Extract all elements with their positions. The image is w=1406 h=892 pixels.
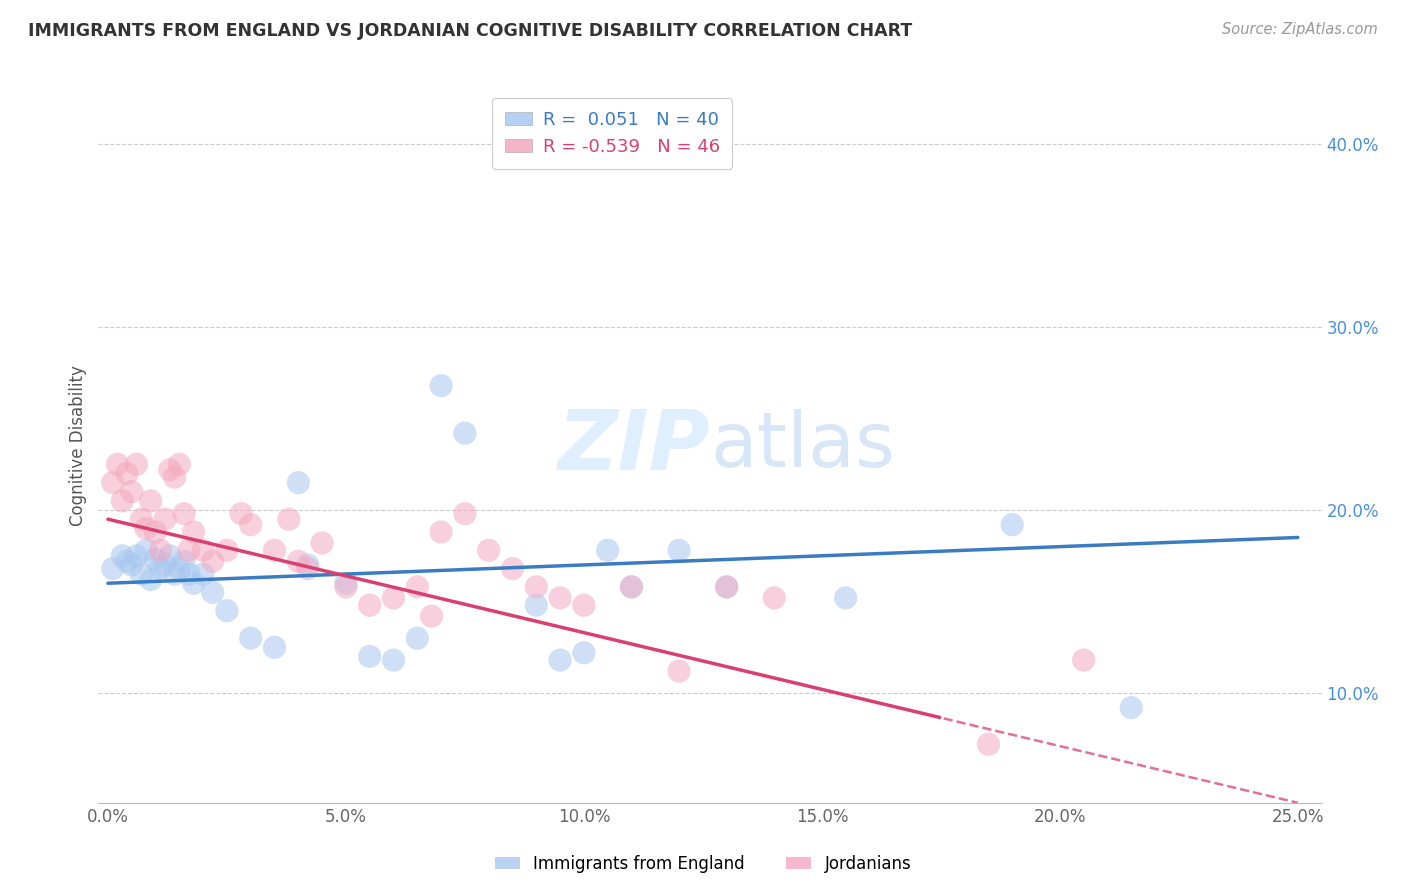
Point — [359, 598, 381, 612]
Point — [183, 576, 205, 591]
Point — [115, 467, 138, 481]
Point — [163, 470, 186, 484]
Point — [524, 580, 547, 594]
Point — [111, 549, 134, 563]
Point — [548, 591, 571, 605]
Point — [977, 737, 1000, 751]
Point — [297, 558, 319, 572]
Point — [163, 567, 186, 582]
Point — [231, 507, 253, 521]
Point — [159, 549, 181, 563]
Point — [716, 580, 738, 594]
Point — [191, 567, 214, 582]
Point — [239, 517, 262, 532]
Point — [201, 585, 224, 599]
Point — [263, 640, 285, 655]
Point — [287, 554, 309, 568]
Point — [572, 646, 595, 660]
Point — [101, 561, 124, 575]
Point — [297, 561, 319, 575]
Point — [420, 609, 443, 624]
Point — [620, 580, 643, 594]
Legend: Immigrants from England, Jordanians: Immigrants from England, Jordanians — [488, 848, 918, 880]
Point — [149, 561, 172, 575]
Point — [125, 549, 148, 563]
Point — [135, 521, 157, 535]
Point — [159, 463, 181, 477]
Point — [502, 561, 524, 575]
Point — [145, 524, 167, 539]
Point — [430, 378, 453, 392]
Point — [277, 512, 299, 526]
Point — [173, 507, 195, 521]
Point — [430, 524, 453, 539]
Point — [201, 554, 224, 568]
Point — [125, 458, 148, 472]
Point — [382, 591, 405, 605]
Point — [121, 484, 143, 499]
Point — [129, 567, 152, 582]
Point — [763, 591, 786, 605]
Text: atlas: atlas — [710, 409, 894, 483]
Point — [478, 543, 501, 558]
Point — [111, 494, 134, 508]
Y-axis label: Cognitive Disability: Cognitive Disability — [69, 366, 87, 526]
Point — [153, 558, 176, 572]
Point — [548, 653, 571, 667]
Point — [153, 512, 176, 526]
Point — [121, 558, 143, 572]
Text: IMMIGRANTS FROM ENGLAND VS JORDANIAN COGNITIVE DISABILITY CORRELATION CHART: IMMIGRANTS FROM ENGLAND VS JORDANIAN COG… — [28, 22, 912, 40]
Point — [183, 524, 205, 539]
Point — [107, 458, 129, 472]
Point — [668, 543, 690, 558]
Point — [139, 573, 162, 587]
Point — [406, 631, 429, 645]
Point — [287, 475, 309, 490]
Point — [359, 649, 381, 664]
Point — [169, 561, 191, 575]
Point — [263, 543, 285, 558]
Point — [335, 576, 357, 591]
Point — [454, 426, 477, 441]
Text: ZIP: ZIP — [557, 406, 710, 486]
Point — [1073, 653, 1095, 667]
Point — [596, 543, 619, 558]
Point — [215, 543, 238, 558]
Point — [406, 580, 429, 594]
Point — [215, 604, 238, 618]
Point — [620, 580, 643, 594]
Point — [1121, 700, 1143, 714]
Point — [1001, 517, 1024, 532]
Point — [311, 536, 333, 550]
Point — [239, 631, 262, 645]
Point — [524, 598, 547, 612]
Point — [149, 543, 172, 558]
Point — [454, 507, 477, 521]
Point — [145, 552, 167, 566]
Point — [177, 543, 200, 558]
Point — [115, 554, 138, 568]
Point — [129, 512, 152, 526]
Point — [716, 580, 738, 594]
Point — [834, 591, 856, 605]
Point — [173, 554, 195, 568]
Point — [177, 567, 200, 582]
Point — [335, 580, 357, 594]
Text: Source: ZipAtlas.com: Source: ZipAtlas.com — [1222, 22, 1378, 37]
Point — [191, 543, 214, 558]
Point — [169, 458, 191, 472]
Point — [139, 494, 162, 508]
Point — [382, 653, 405, 667]
Point — [135, 543, 157, 558]
Point — [101, 475, 124, 490]
Legend: R =  0.051   N = 40, R = -0.539   N = 46: R = 0.051 N = 40, R = -0.539 N = 46 — [492, 98, 733, 169]
Point — [668, 664, 690, 678]
Point — [572, 598, 595, 612]
